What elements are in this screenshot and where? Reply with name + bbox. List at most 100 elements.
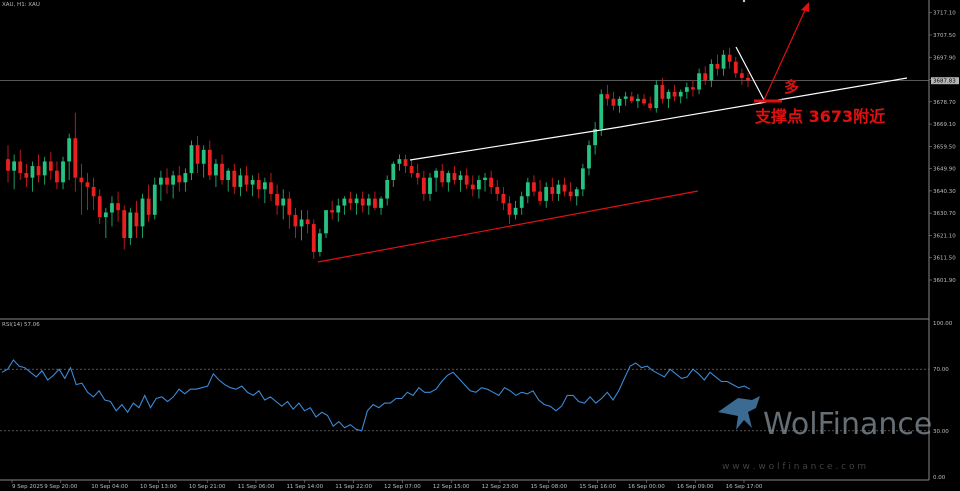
bear-candle	[703, 73, 708, 81]
bear-candle	[73, 138, 78, 178]
bear-candle	[373, 198, 377, 208]
price-tick-label: 3630.70	[933, 211, 956, 217]
projection-down-line[interactable]	[735, 46, 765, 101]
price-tick-label: 3707.50	[933, 33, 956, 39]
price-tick-label: 3640.30	[933, 189, 956, 195]
time-tick-label: 12 Sep 23:00	[482, 484, 519, 490]
url-watermark: w w w . w o l f i n a n c e . c o m	[722, 462, 866, 472]
time-tick-label: 16 Sep 00:00	[628, 484, 665, 490]
bear-candle	[311, 224, 316, 252]
bear-candle	[330, 210, 335, 213]
bear-candle	[452, 173, 457, 180]
bear-candle	[360, 198, 365, 206]
bull-candle	[678, 91, 683, 97]
current-price-label: 3687.83	[933, 79, 956, 85]
bear-candle	[440, 170, 445, 183]
upper-channel-line[interactable]	[409, 126, 621, 161]
bull-candle	[189, 145, 194, 174]
rsi-tick-label: 0.00	[933, 475, 946, 481]
bull-candle	[617, 98, 622, 106]
bull-candle	[238, 175, 243, 187]
bear-candle	[165, 177, 169, 185]
bull-candle	[709, 64, 714, 81]
bull-candle	[140, 198, 145, 227]
time-axis-ticks: 9 Sep 2025 9 Sep 20:00 10 Sep 04:00 10 Sep …	[11, 480, 763, 490]
time-tick-label: 11 Sep 06:00	[238, 484, 275, 490]
time-tick-label: 11 Sep 22:00	[335, 484, 372, 490]
bear-candle	[48, 161, 53, 171]
brand-watermark: WolFinance	[763, 407, 932, 442]
bull-candle	[593, 128, 598, 146]
bear-candle	[195, 145, 200, 164]
bear-candle	[489, 177, 494, 187]
bull-candle	[262, 182, 267, 190]
bull-candle	[12, 161, 17, 171]
bull-candle	[324, 210, 328, 234]
bull-candle	[318, 233, 322, 252]
time-tick-label: 10 Sep 13:00	[140, 484, 177, 490]
time-tick-label: 16 Sep 17:00	[726, 484, 763, 490]
bias-label: 多	[784, 78, 799, 96]
price-tick-label: 3649.90	[933, 167, 956, 173]
bear-candle	[305, 219, 310, 225]
bull-candle	[636, 98, 640, 102]
time-tick-label: 16 Sep 09:00	[677, 484, 714, 490]
top-marker-dot	[742, 0, 746, 3]
bear-candle	[495, 186, 500, 194]
bull-candle	[574, 189, 579, 197]
bear-candle	[691, 87, 695, 90]
lower-channel-line[interactable]	[317, 190, 699, 263]
bear-candle	[403, 159, 408, 167]
bear-candle	[733, 61, 738, 74]
projection-up-line[interactable]	[763, 7, 807, 101]
price-tick-label: 3678.70	[933, 100, 956, 106]
bear-candle	[275, 193, 279, 206]
bull-candle	[110, 203, 114, 213]
bear-candle	[91, 186, 96, 197]
bull-candle	[128, 212, 133, 238]
rsi-axis-ticks: 100.00 70.00 30.00 0.00	[933, 321, 953, 481]
bear-candle	[177, 175, 182, 183]
bull-candle	[354, 198, 359, 204]
bull-candle	[171, 175, 176, 185]
price-tick-label: 3621.10	[933, 233, 956, 239]
time-tick-label: 11 Sep 14:00	[286, 484, 323, 490]
bear-candle	[715, 64, 720, 69]
bear-candle	[18, 161, 23, 174]
price-tick-label: 3611.50	[933, 256, 956, 262]
bear-candle	[470, 184, 475, 190]
wolf-icon	[718, 396, 760, 430]
bear-candle	[134, 212, 139, 227]
bull-candle	[152, 184, 157, 215]
bull-candle	[684, 87, 689, 92]
bear-candle	[642, 98, 646, 104]
price-tick-label: 3697.90	[933, 55, 956, 61]
rsi-tick-label: 100.00	[933, 321, 953, 327]
bear-candle	[85, 182, 90, 187]
bull-candle	[342, 198, 347, 206]
bull-candle	[30, 166, 35, 178]
bear-candle	[232, 170, 237, 187]
bull-candle	[666, 91, 671, 99]
bull-candle	[544, 186, 549, 201]
time-tick-label: 10 Sep 04:00	[91, 484, 128, 490]
bear-candle	[146, 198, 151, 215]
bear-candle	[24, 173, 29, 178]
bear-candle	[727, 54, 732, 62]
bear-candle	[97, 196, 102, 218]
bull-candle	[587, 145, 591, 169]
time-tick-label: 12 Sep 07:00	[384, 484, 421, 490]
bear-candle	[116, 203, 120, 211]
bear-candle	[256, 180, 261, 190]
bear-candle	[244, 175, 249, 185]
bull-candle	[201, 149, 206, 164]
time-tick-label: 12 Sep 15:00	[433, 484, 470, 490]
bear-candle	[348, 198, 353, 204]
bull-candle	[483, 177, 487, 180]
bull-candle	[103, 212, 108, 218]
bull-candle	[446, 173, 451, 183]
time-tick-label: 10 Sep 21:00	[189, 484, 226, 490]
price-tick-label: 3717.10	[933, 11, 956, 17]
bull-candle	[525, 182, 530, 197]
